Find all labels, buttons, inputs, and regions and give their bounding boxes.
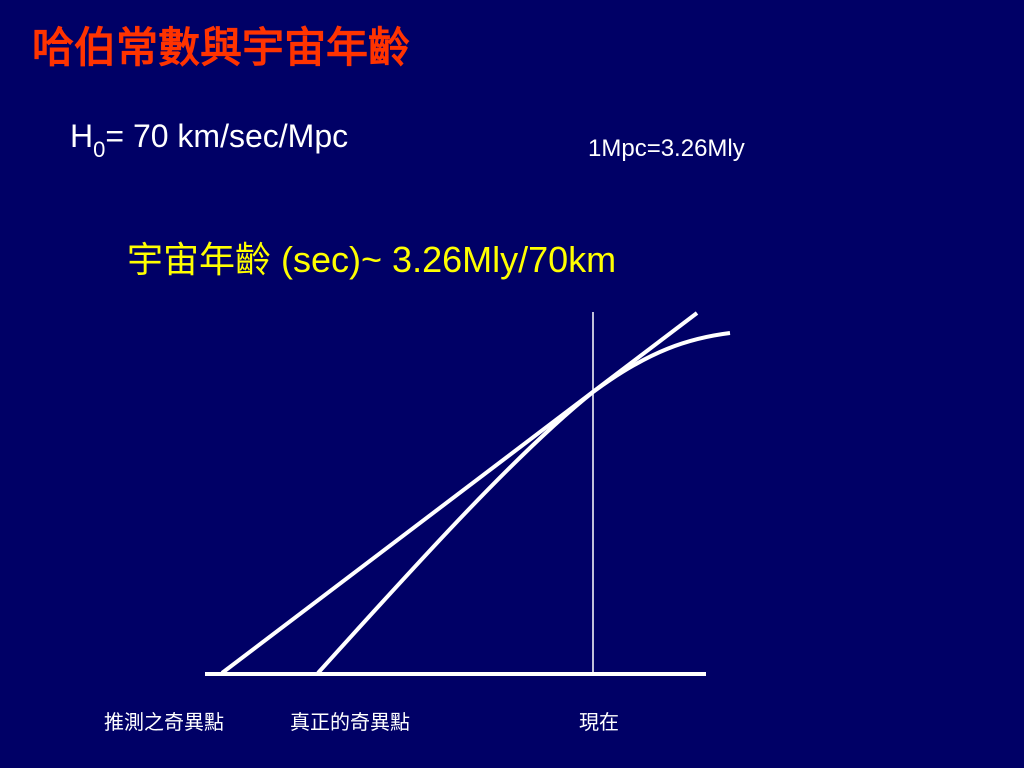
slide-title: 哈伯常數與宇宙年齡 bbox=[32, 24, 410, 71]
diagram bbox=[205, 311, 731, 676]
age-expression: (sec)~ 3.26Mly/70km bbox=[271, 239, 616, 280]
true-expansion-curve bbox=[316, 331, 731, 675]
true-singularity-label: 真正的奇異點 bbox=[290, 711, 410, 734]
conversion-note: 1Mpc=3.26Mly bbox=[588, 135, 745, 162]
age-label: 宇宙年齡 bbox=[127, 239, 271, 280]
hubble-symbol: H bbox=[70, 118, 93, 154]
hubble-value: = 70 km/sec/Mpc bbox=[105, 118, 348, 154]
estimated-singularity-label: 推測之奇異點 bbox=[104, 711, 224, 734]
hubble-constant: H0= 70 km/sec/Mpc bbox=[70, 118, 348, 162]
present-label: 現在 bbox=[579, 711, 619, 734]
age-formula: 宇宙年齡 (sec)~ 3.26Mly/70km bbox=[127, 239, 616, 280]
hubble-subscript: 0 bbox=[93, 137, 105, 162]
